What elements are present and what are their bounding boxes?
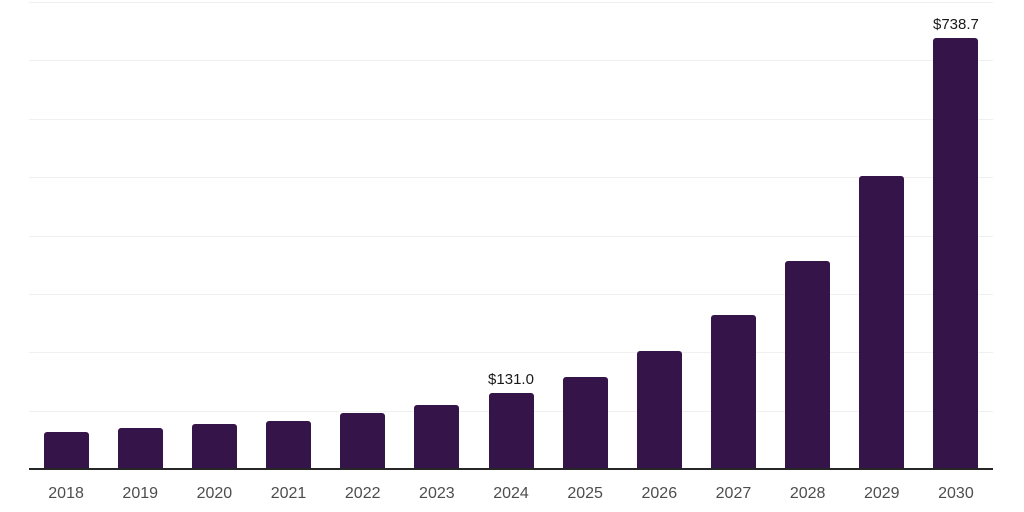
x-tick-label-2020: 2020 xyxy=(196,485,233,502)
x-axis-line xyxy=(29,468,993,470)
bar-2028 xyxy=(785,260,831,469)
bar-2019 xyxy=(117,428,163,469)
x-tick-label-2026: 2026 xyxy=(641,485,678,502)
bar-2024 xyxy=(488,392,534,469)
bar-2018 xyxy=(43,431,89,469)
gridline-600 xyxy=(29,118,993,120)
gridline-300 xyxy=(29,293,993,295)
gridline-800 xyxy=(29,2,993,3)
x-tick-label-2019: 2019 xyxy=(122,485,159,502)
gridline-500 xyxy=(29,177,993,179)
bar-2030 xyxy=(933,37,979,469)
bar-2029 xyxy=(859,175,905,469)
x-tick-label-2028: 2028 xyxy=(789,485,826,502)
value-label-2024: $131.0 xyxy=(488,370,534,388)
x-tick-label-2018: 2018 xyxy=(48,485,84,502)
x-tick-label-2022: 2022 xyxy=(344,485,381,502)
x-tick-label-2021: 2021 xyxy=(270,485,307,502)
bar-2021 xyxy=(266,420,312,469)
x-tick-label-2027: 2027 xyxy=(715,485,752,502)
x-tick-label-2024: 2024 xyxy=(493,485,529,502)
x-tick-label-2030: 2030 xyxy=(938,485,974,502)
bar-2023 xyxy=(414,405,460,469)
x-tick-label-2029: 2029 xyxy=(863,485,900,502)
bar-2026 xyxy=(636,351,682,469)
bar-2022 xyxy=(340,413,386,469)
plot-area: $131.0 $738.7 xyxy=(29,2,993,469)
bar-2025 xyxy=(562,376,608,469)
bar-2020 xyxy=(191,424,237,469)
gridline-700 xyxy=(29,60,993,62)
gridline-400 xyxy=(29,235,993,237)
value-label-2030: $738.7 xyxy=(932,15,979,33)
bar-2027 xyxy=(710,314,756,469)
x-tick-label-2023: 2023 xyxy=(419,485,455,502)
x-axis-labels: 2018 2019 2020 2021 2022 2023 2024 2025 2026 2027… xyxy=(29,485,993,507)
x-tick-label-2025: 2025 xyxy=(567,485,603,502)
gridline-200 xyxy=(29,352,993,354)
